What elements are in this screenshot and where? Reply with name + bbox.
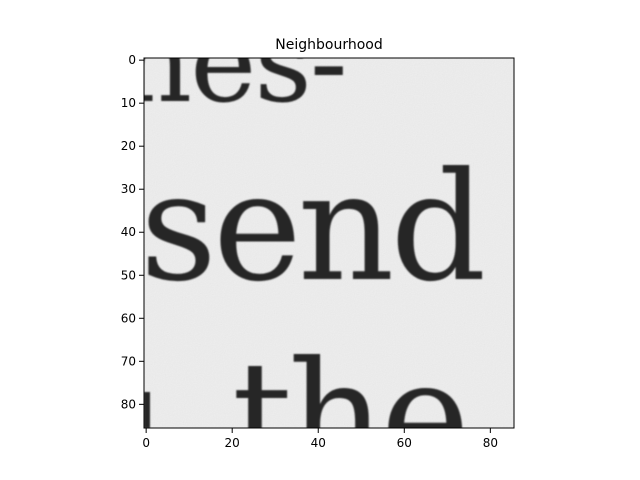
axes-frame [143, 57, 515, 429]
y-tick-label: 10 [121, 96, 136, 110]
y-tick-label: 60 [121, 311, 136, 325]
x-tick-label: 20 [225, 436, 240, 450]
x-tick-label: 40 [311, 436, 326, 450]
y-tick-label: 30 [121, 182, 136, 196]
y-tick-label: 20 [121, 139, 136, 153]
word-send: send [140, 141, 482, 315]
y-tick-label: 50 [121, 268, 136, 282]
y-tick-label: 80 [121, 397, 136, 411]
y-axis: 0 10 20 30 40 50 60 70 80 [121, 53, 144, 411]
x-tick-label: 0 [142, 436, 150, 450]
word-nes: nes- [120, 0, 346, 128]
partial-letter-stroke [144, 392, 150, 428]
image-panel: nes- send the [120, 0, 514, 480]
x-tick-label: 80 [483, 436, 498, 450]
word-the: the [232, 330, 466, 480]
y-tick-label: 70 [121, 354, 136, 368]
y-tick-label: 40 [121, 225, 136, 239]
paper-background [144, 58, 514, 428]
x-axis: 0 20 40 60 80 [142, 428, 498, 450]
x-tick-label: 60 [397, 436, 412, 450]
plot-title: Neighbourhood [275, 37, 382, 53]
y-tick-label: 0 [128, 53, 136, 67]
